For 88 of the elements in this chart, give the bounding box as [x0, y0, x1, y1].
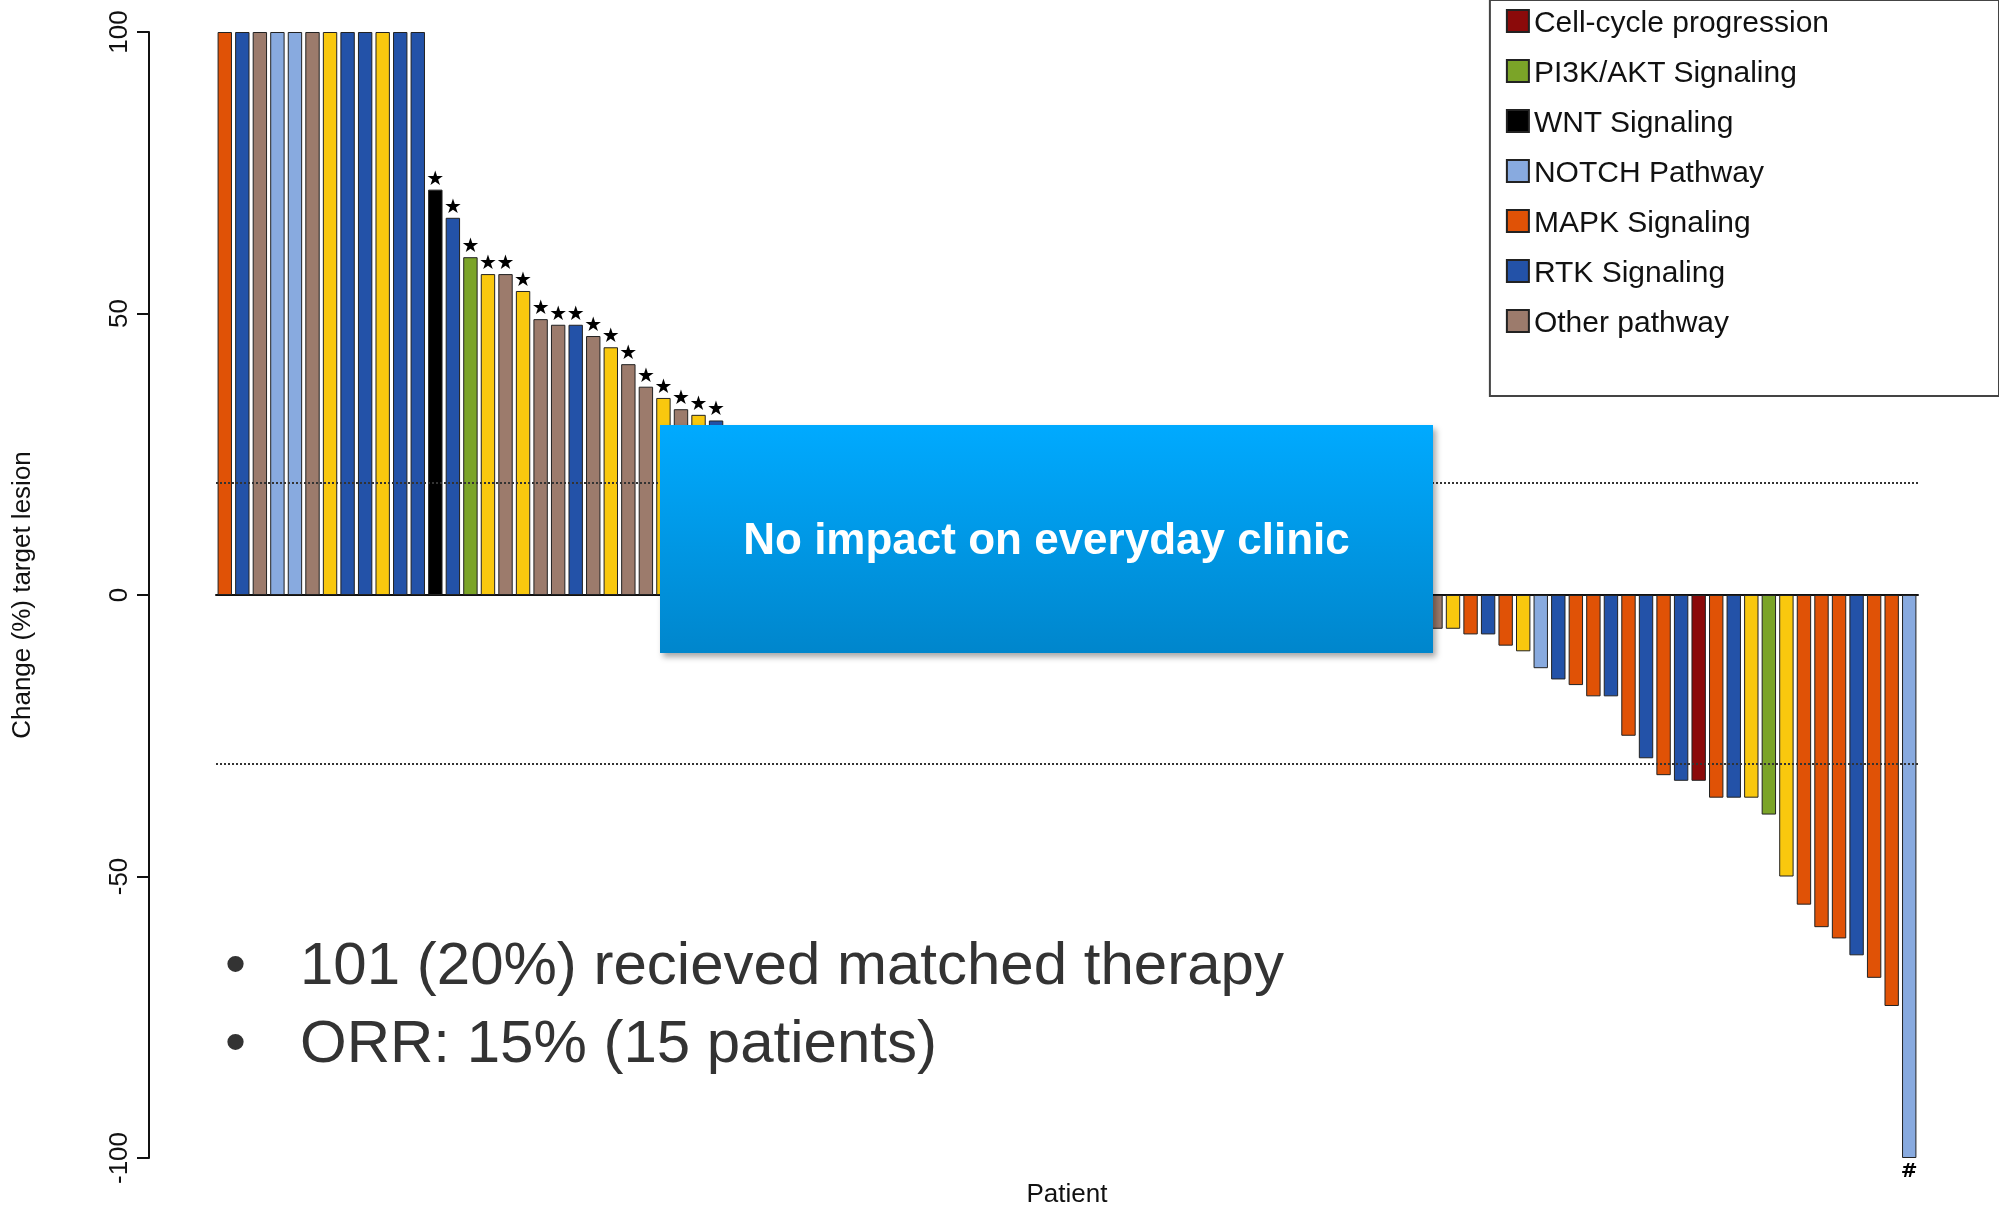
bar: [1744, 595, 1759, 798]
bar: [322, 32, 338, 595]
data-label: ★: [689, 390, 708, 415]
annotation: No impact on everyday clinic: [743, 514, 1350, 564]
bar: [1779, 595, 1794, 877]
bar: [586, 336, 601, 595]
data-label: ★: [549, 300, 568, 325]
bar: [603, 347, 618, 595]
bar: [1533, 595, 1548, 669]
bar: [1656, 595, 1671, 776]
bar: [1516, 595, 1531, 652]
data-label: ★: [707, 396, 726, 421]
legend-label: Other pathway: [1533, 304, 1729, 338]
bar: [410, 32, 425, 595]
legend-label: NOTCH Pathway: [1533, 154, 1764, 188]
data-label: ★: [619, 340, 638, 365]
bar: [393, 32, 408, 595]
bar: [1761, 595, 1777, 815]
data-label: ★: [479, 250, 497, 275]
bar: [515, 290, 531, 595]
data-label: ★: [531, 295, 550, 320]
bar: [1691, 595, 1706, 781]
bar: [287, 32, 303, 595]
bar: [217, 32, 232, 595]
bar: [1866, 595, 1882, 978]
annotation: • ORR: 15% (15 patients): [225, 1007, 937, 1077]
bar: [252, 32, 268, 595]
data-label: ★: [443, 193, 462, 218]
legend-label: MAPK Signaling: [1533, 204, 1751, 238]
bar: [428, 189, 443, 595]
legend-label: RTK Signaling: [1533, 254, 1726, 288]
bar: [235, 32, 250, 595]
bar: [1638, 595, 1654, 759]
data-label: ★: [636, 362, 655, 387]
bar: [463, 257, 478, 595]
bar: [1463, 595, 1478, 635]
bar: [1603, 595, 1619, 697]
annotation: • 101 (20%) recieved matched therapy: [225, 929, 1284, 999]
bar: [1814, 595, 1829, 928]
bar: [1621, 595, 1636, 736]
legend-label: WNT Signaling: [1533, 104, 1734, 138]
data-label: ★: [672, 385, 690, 410]
legend-label: PI3K/AKT Signaling: [1533, 54, 1797, 88]
data-label: ★: [654, 373, 673, 398]
callout-box: No impact on everyday clinic: [660, 425, 1433, 653]
data-label: ★: [601, 323, 620, 348]
bar: [1884, 595, 1899, 1006]
data-label: ★: [514, 266, 533, 291]
bar: [340, 32, 355, 595]
data-label: ★: [584, 312, 603, 337]
bar: [1445, 595, 1461, 629]
legend-label: Cell-cycle progression: [1533, 4, 1829, 38]
bar: [270, 32, 285, 595]
data-label: #: [1900, 1158, 1918, 1182]
bar: [1796, 595, 1812, 905]
bar: [1551, 595, 1566, 680]
data-label: ★: [496, 250, 515, 275]
bar: [445, 217, 461, 595]
bar: [1498, 595, 1513, 646]
data-label: ★: [566, 300, 585, 325]
bar: [1673, 595, 1689, 781]
bar: [1902, 595, 1917, 1158]
bar: [638, 386, 654, 595]
bar: [568, 324, 583, 595]
y-tick-label: -100: [103, 1131, 133, 1185]
bar: [1709, 595, 1724, 798]
bar: [375, 32, 390, 595]
bar: [305, 32, 320, 595]
bar: [550, 324, 566, 595]
y-tick-label: 100: [103, 10, 133, 54]
y-tick-label: 50: [103, 299, 133, 328]
bar: [621, 364, 636, 595]
bar: [1831, 595, 1847, 939]
y-tick-label: 0: [103, 587, 133, 603]
data-label: ★: [426, 165, 445, 190]
bar: [498, 274, 513, 595]
bar: [1726, 595, 1741, 798]
bar: [1849, 595, 1864, 956]
bar: [1586, 595, 1601, 697]
y-tick-label: -50: [103, 857, 133, 896]
bar: [1568, 595, 1584, 686]
x-axis-title: Patient: [1026, 1178, 1109, 1208]
bar: [357, 32, 373, 595]
bar: [1480, 595, 1496, 635]
data-label: ★: [461, 233, 480, 258]
bar: [533, 319, 548, 595]
y-axis-title: Change (%) target lesion: [6, 451, 36, 739]
bar: [480, 274, 496, 595]
